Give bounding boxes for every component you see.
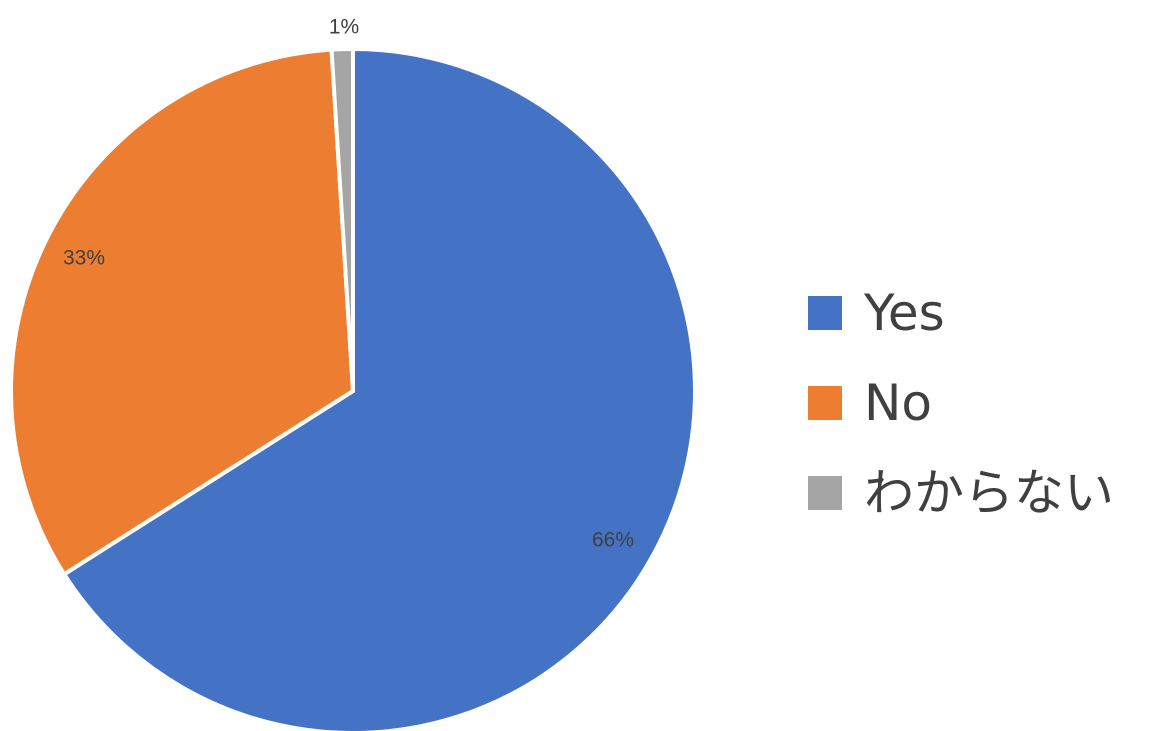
data-label-yes: 66% (592, 529, 634, 552)
pie-slice-no (9, 47, 356, 578)
pie-slice-yes (61, 46, 697, 731)
legend-label-no: No (864, 374, 932, 432)
pie-slice-dont-know (329, 46, 355, 392)
pie-data-labels: 66% 33% 1% (63, 16, 634, 552)
legend-swatch-dont-know (808, 476, 842, 510)
legend-label-yes: Yes (864, 284, 945, 342)
legend-label-dont-know: わからない (864, 464, 1114, 522)
legend-swatch-no (808, 386, 842, 420)
pie-slices (9, 46, 697, 731)
legend-item-dont-know: わからない (808, 448, 1176, 538)
legend-swatch-yes (808, 296, 842, 330)
legend-item-no: No (808, 358, 1176, 448)
legend: Yes No わからない (808, 268, 1176, 538)
data-label-dont-know: 1% (329, 16, 359, 39)
data-label-no: 33% (63, 247, 105, 270)
legend-item-yes: Yes (808, 268, 1176, 358)
